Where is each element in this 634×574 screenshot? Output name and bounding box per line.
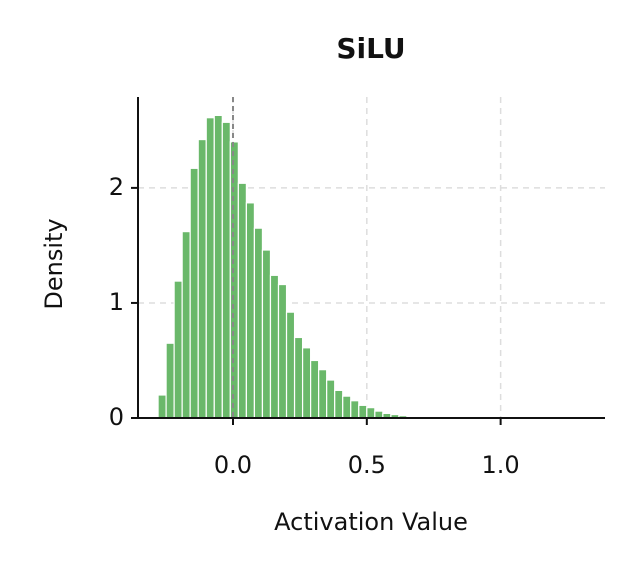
- bar: [301, 347, 312, 419]
- bar: [326, 379, 336, 419]
- y-tick-label: 2: [109, 173, 124, 201]
- bar: [358, 404, 368, 419]
- bar: [310, 359, 320, 419]
- bar: [165, 342, 175, 419]
- bar: [277, 283, 288, 419]
- bar: [350, 400, 360, 419]
- y-tick-label: 1: [109, 288, 124, 316]
- x-tick-label: 0.0: [214, 451, 252, 479]
- bar: [237, 182, 247, 419]
- bar: [374, 410, 384, 419]
- x-tick-label: 1.0: [482, 451, 520, 479]
- bar: [293, 336, 304, 419]
- bar: [221, 121, 231, 419]
- bar: [269, 274, 280, 419]
- x-axis-label: Activation Value: [274, 508, 468, 536]
- bar: [334, 389, 344, 419]
- bar: [366, 407, 376, 419]
- bar: [318, 369, 328, 419]
- x-tick-label: 0.5: [348, 451, 386, 479]
- bar: [253, 227, 264, 419]
- y-axis-label: Density: [40, 218, 68, 309]
- chart-title: SiLU: [336, 32, 405, 65]
- bar: [261, 249, 272, 419]
- bar: [197, 138, 207, 419]
- bar: [173, 280, 183, 419]
- bar: [342, 395, 352, 419]
- bar: [285, 311, 296, 419]
- bar: [229, 141, 239, 419]
- bar: [245, 202, 256, 419]
- bar: [181, 231, 191, 419]
- bar: [213, 114, 223, 419]
- bar: [189, 167, 199, 419]
- y-tick-label: 0: [109, 403, 124, 431]
- bar: [157, 394, 167, 419]
- bar: [205, 117, 215, 419]
